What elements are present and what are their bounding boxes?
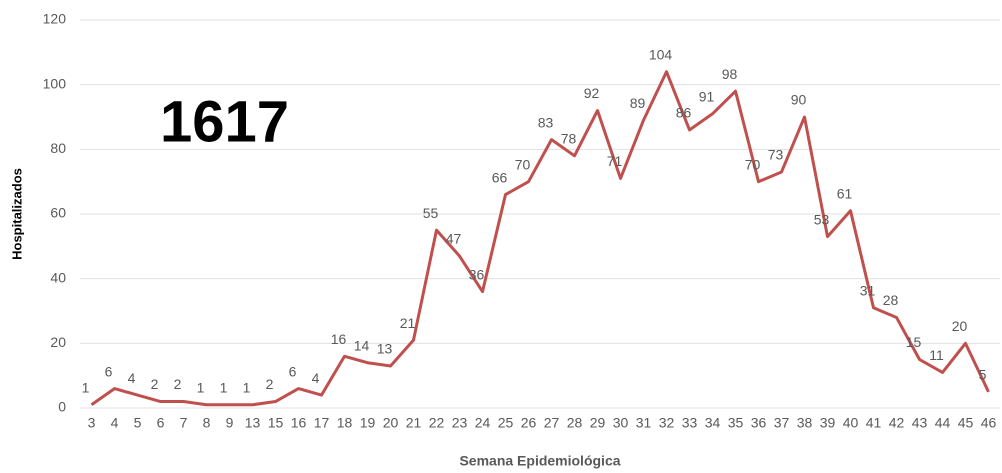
- data-label: 47: [446, 231, 462, 247]
- data-label: 53: [814, 211, 830, 227]
- x-tick-label: 37: [774, 415, 790, 431]
- x-tick-label: 34: [705, 415, 721, 431]
- data-label: 2: [151, 376, 159, 392]
- data-label: 66: [492, 169, 508, 185]
- data-label: 1: [220, 379, 228, 395]
- data-label: 70: [515, 156, 531, 172]
- data-label: 61: [837, 185, 853, 201]
- y-tick-label: 60: [50, 205, 66, 221]
- data-label: 89: [630, 95, 646, 111]
- x-tick-label: 6: [157, 415, 165, 431]
- x-tick-label: 36: [751, 415, 767, 431]
- x-tick-label: 39: [820, 415, 836, 431]
- data-label: 104: [649, 46, 673, 62]
- y-tick-label: 100: [43, 75, 67, 91]
- data-label: 2: [266, 376, 274, 392]
- x-tick-label: 26: [521, 415, 537, 431]
- x-tick-label: 28: [567, 415, 583, 431]
- x-tick-label: 19: [360, 415, 376, 431]
- x-tick-label: 31: [636, 415, 652, 431]
- data-label: 1: [197, 379, 205, 395]
- x-tick-label: 15: [268, 415, 284, 431]
- x-tick-label: 27: [544, 415, 560, 431]
- data-label: 15: [906, 334, 922, 350]
- data-label: 21: [400, 315, 416, 331]
- data-label: 92: [584, 85, 600, 101]
- data-label: 36: [469, 266, 485, 282]
- x-tick-label: 9: [226, 415, 234, 431]
- x-tick-label: 7: [180, 415, 188, 431]
- x-tick-label: 4: [111, 415, 119, 431]
- series-line: [90, 70, 990, 407]
- data-label: 31: [860, 282, 876, 298]
- y-tick-label: 80: [50, 140, 66, 156]
- data-label: 11: [929, 347, 944, 363]
- data-label: 2: [174, 376, 182, 392]
- data-label: 73: [768, 147, 784, 163]
- data-label: 4: [128, 370, 136, 386]
- x-tick-label: 30: [613, 415, 629, 431]
- data-label: 6: [289, 363, 297, 379]
- x-tick-label: 29: [590, 415, 606, 431]
- x-tick-label: 23: [452, 415, 468, 431]
- x-tick-label: 5: [134, 415, 142, 431]
- x-tick-label: 13: [245, 415, 261, 431]
- data-label: 28: [883, 292, 899, 308]
- x-tick-label: 3: [88, 415, 96, 431]
- x-tick-label: 43: [912, 415, 928, 431]
- data-label: 5: [979, 367, 987, 383]
- x-tick-label: 32: [659, 415, 675, 431]
- x-tick-label: 46: [981, 415, 997, 431]
- x-tick-label: 22: [429, 415, 445, 431]
- data-label: 90: [791, 92, 807, 108]
- x-tick-label: 42: [889, 415, 905, 431]
- x-tick-label: 20: [383, 415, 399, 431]
- data-label: 98: [722, 66, 738, 82]
- x-tick-label: 45: [958, 415, 974, 431]
- data-label: 4: [312, 370, 320, 386]
- x-tick-label: 8: [203, 415, 211, 431]
- data-label: 20: [952, 318, 968, 334]
- x-axis-title: Semana Epidemiológica: [459, 453, 620, 469]
- y-tick-label: 40: [50, 269, 66, 285]
- x-tick-label: 17: [314, 415, 330, 431]
- data-label: 16: [331, 331, 347, 347]
- y-tick-label: 120: [43, 11, 67, 27]
- x-tick-label: 44: [935, 415, 951, 431]
- x-tick-label: 25: [498, 415, 514, 431]
- x-tick-label: 24: [475, 415, 491, 431]
- data-label: 86: [676, 105, 692, 121]
- data-label: 83: [538, 114, 554, 130]
- y-axis-title: Hospitalizados: [9, 168, 24, 260]
- y-tick-label: 0: [58, 399, 66, 415]
- data-label: 6: [105, 363, 113, 379]
- data-label: 14: [354, 337, 370, 353]
- x-tick-label: 40: [843, 415, 859, 431]
- y-tick-label: 20: [50, 334, 66, 350]
- x-tick-label: 16: [291, 415, 307, 431]
- data-label: 55: [423, 205, 439, 221]
- x-tick-label: 41: [866, 415, 882, 431]
- data-label: 1: [82, 379, 90, 395]
- annotation: 1617: [160, 89, 289, 154]
- data-label: 78: [561, 131, 577, 147]
- x-tick-label: 21: [406, 415, 422, 431]
- x-tick-label: 18: [337, 415, 353, 431]
- x-tick-label: 35: [728, 415, 744, 431]
- x-tick-label: 33: [682, 415, 698, 431]
- data-label: 70: [745, 156, 761, 172]
- data-label: 71: [607, 153, 623, 169]
- data-label: 1: [243, 379, 251, 395]
- data-label: 91: [699, 88, 715, 104]
- data-label: 13: [377, 341, 393, 357]
- x-tick-label: 38: [797, 415, 813, 431]
